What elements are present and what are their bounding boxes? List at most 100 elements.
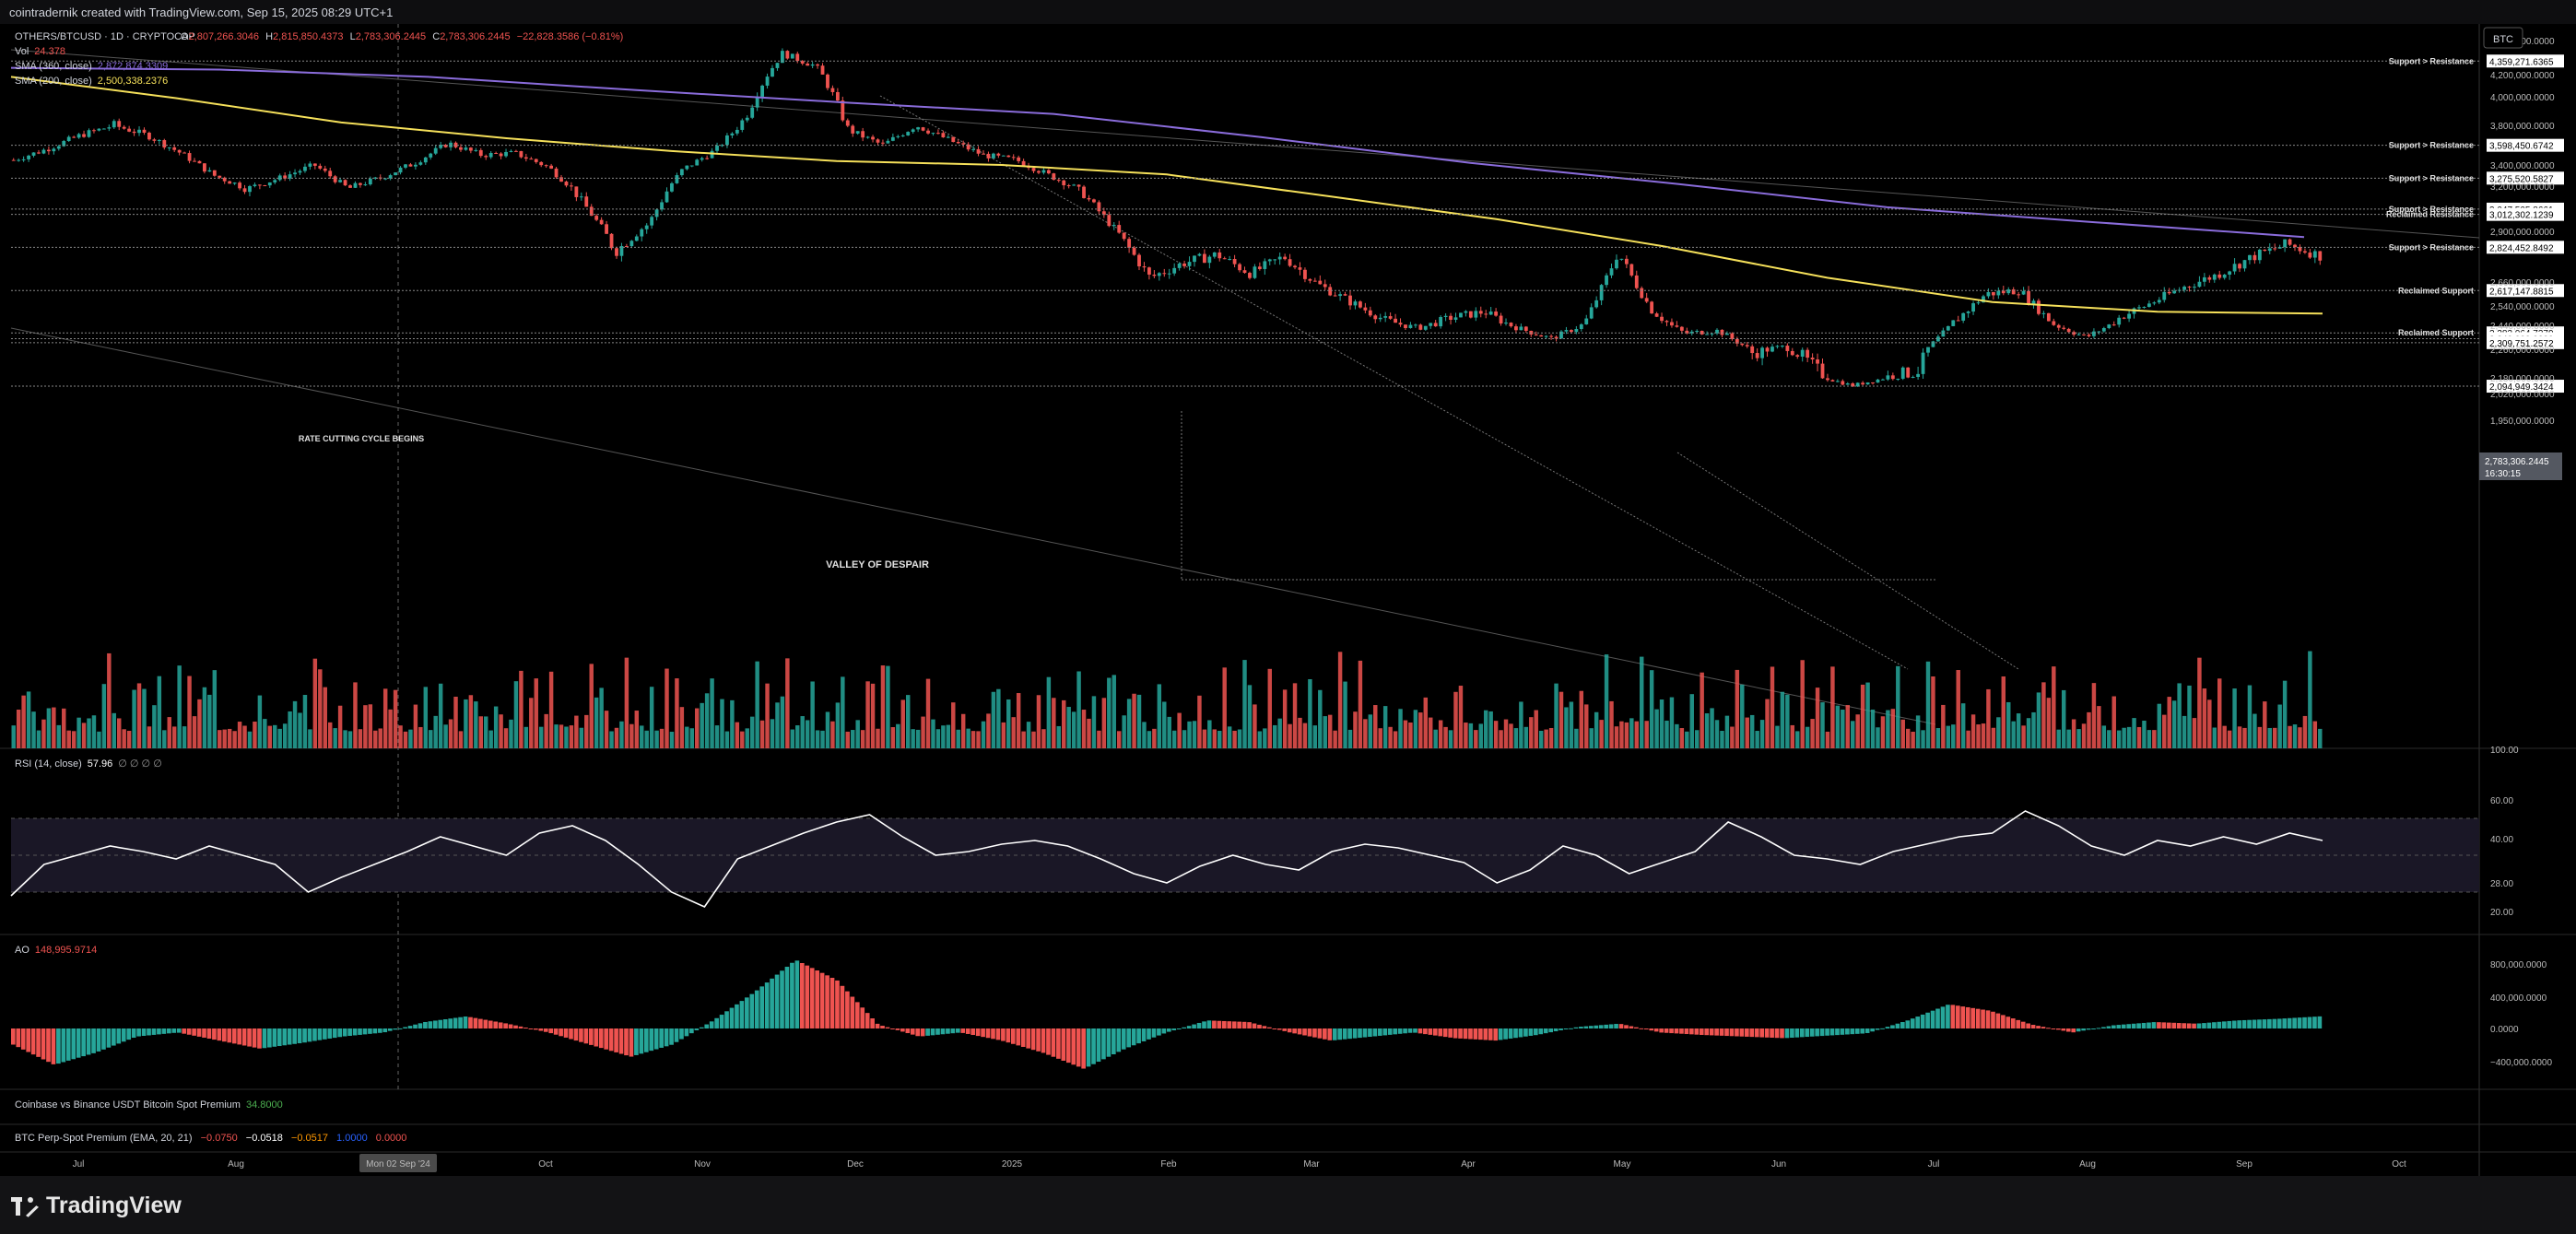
volume-bar	[2132, 718, 2136, 748]
volume-bar	[1468, 723, 1474, 748]
volume-bar	[1820, 702, 1825, 748]
volume-bar	[438, 683, 443, 748]
ao-bar	[1417, 1028, 1423, 1034]
volume-bar	[1308, 678, 1312, 748]
candle-body	[644, 225, 649, 229]
ao-bar	[2091, 1028, 2096, 1029]
rsi-axis-tick: 28.00	[2490, 879, 2513, 889]
candle-body	[615, 248, 618, 256]
volume-bar	[2171, 700, 2177, 748]
ao-bar	[1649, 1028, 1654, 1031]
ao-bar	[86, 1028, 91, 1055]
volume-bar	[76, 717, 81, 748]
candle-body	[1423, 325, 1428, 330]
volume-bar	[443, 724, 448, 748]
volume-bar	[1694, 730, 1700, 748]
volume-bar	[126, 730, 132, 748]
volume-bar	[1970, 714, 1976, 748]
candle-body	[881, 142, 885, 144]
ao-bar	[176, 1028, 182, 1033]
volume-bar	[675, 678, 679, 748]
volume-bar	[107, 652, 112, 748]
volume-bar	[1006, 699, 1011, 748]
ao-bar	[2026, 1023, 2030, 1028]
candle-body	[1816, 359, 1819, 364]
volume-bar	[1946, 725, 1951, 748]
candle-body	[1152, 274, 1157, 276]
ao-bar	[1010, 1028, 1016, 1044]
ao-bar	[2081, 1028, 2086, 1031]
ao-bar	[1387, 1028, 1393, 1035]
candle-body	[193, 160, 196, 162]
ao-bar	[372, 1028, 378, 1034]
ao-bar	[784, 967, 790, 1028]
candle-body	[634, 236, 639, 241]
ao-bar	[2257, 1019, 2262, 1028]
ao-bar	[1674, 1028, 1679, 1034]
candle-body	[499, 153, 503, 157]
volume-bar	[1373, 705, 1378, 748]
candle-body	[1122, 232, 1126, 240]
ao-bar	[1217, 1020, 1222, 1028]
y-axis-tick: 2,660,000.0000	[2490, 278, 2555, 288]
ao-bar	[598, 1028, 604, 1049]
legend-sma200: SMA (200, close) 2,500,338.2376	[15, 76, 168, 87]
chart-area[interactable]: Support > Resistance 4,359,271.6365 Suppor…	[0, 24, 2576, 1176]
candle-body	[2202, 276, 2206, 282]
candle-body	[1062, 180, 1066, 186]
candle-body	[238, 182, 241, 189]
candle-body	[1599, 285, 1604, 300]
candle-body	[248, 185, 252, 193]
volume-bar	[1513, 728, 1519, 748]
volume-bar	[594, 697, 599, 748]
candle-body	[1082, 186, 1086, 198]
volume-bar	[1052, 698, 1056, 748]
ao-bar	[669, 1028, 674, 1045]
candle-body	[2021, 290, 2026, 295]
volume-bar	[1830, 666, 1835, 748]
volume-bar	[1981, 723, 1986, 748]
candle-body	[986, 153, 991, 159]
candle-body	[549, 165, 554, 169]
candle-body	[1107, 215, 1112, 227]
ao-bar	[1212, 1020, 1217, 1028]
ao-bar	[2171, 1022, 2177, 1028]
volume-bar	[1147, 731, 1152, 748]
candle-body	[1378, 317, 1382, 320]
ao-bar	[1975, 1008, 1981, 1028]
ao-bar	[1534, 1028, 1538, 1036]
candle-body	[1112, 225, 1116, 227]
level-price-tag	[2487, 138, 2564, 152]
candle-body	[97, 128, 101, 131]
candle-body	[946, 136, 950, 138]
volume-bar	[2263, 701, 2267, 748]
tradingview-logo[interactable]: TradingView	[11, 1193, 182, 1219]
volume-bar	[1382, 706, 1388, 748]
volume-bar	[1509, 723, 1513, 748]
attribution-text: cointradernik created with TradingView.c…	[9, 6, 394, 19]
volume-bar	[1619, 721, 1624, 748]
ao-bar	[61, 1028, 66, 1063]
ao-bar	[297, 1028, 302, 1044]
volume-bar	[2217, 678, 2222, 748]
volume-bar	[1845, 705, 1850, 748]
volume-bar	[1825, 731, 1830, 748]
candle-body	[1248, 273, 1252, 278]
volume-bar	[2046, 698, 2052, 748]
ao-bar	[1362, 1028, 1368, 1038]
candle-body	[2197, 281, 2202, 288]
chart-background	[0, 24, 2479, 1176]
rsi-line	[10, 810, 2323, 909]
volume-bar	[1036, 695, 1041, 748]
price-chart[interactable]: Support > Resistance 4,359,271.6365 Suppor…	[0, 24, 2576, 1176]
volume-bar	[1062, 699, 1066, 748]
ao-bar	[1925, 1012, 1930, 1028]
candle-body	[1700, 330, 1704, 335]
ao-bar	[1442, 1028, 1448, 1038]
currency-button[interactable]	[2483, 27, 2523, 49]
ao-bar	[1352, 1028, 1358, 1039]
candle-body	[570, 185, 573, 187]
ao-bar	[569, 1028, 573, 1040]
candle-body	[926, 130, 930, 134]
candle-body	[956, 142, 960, 144]
